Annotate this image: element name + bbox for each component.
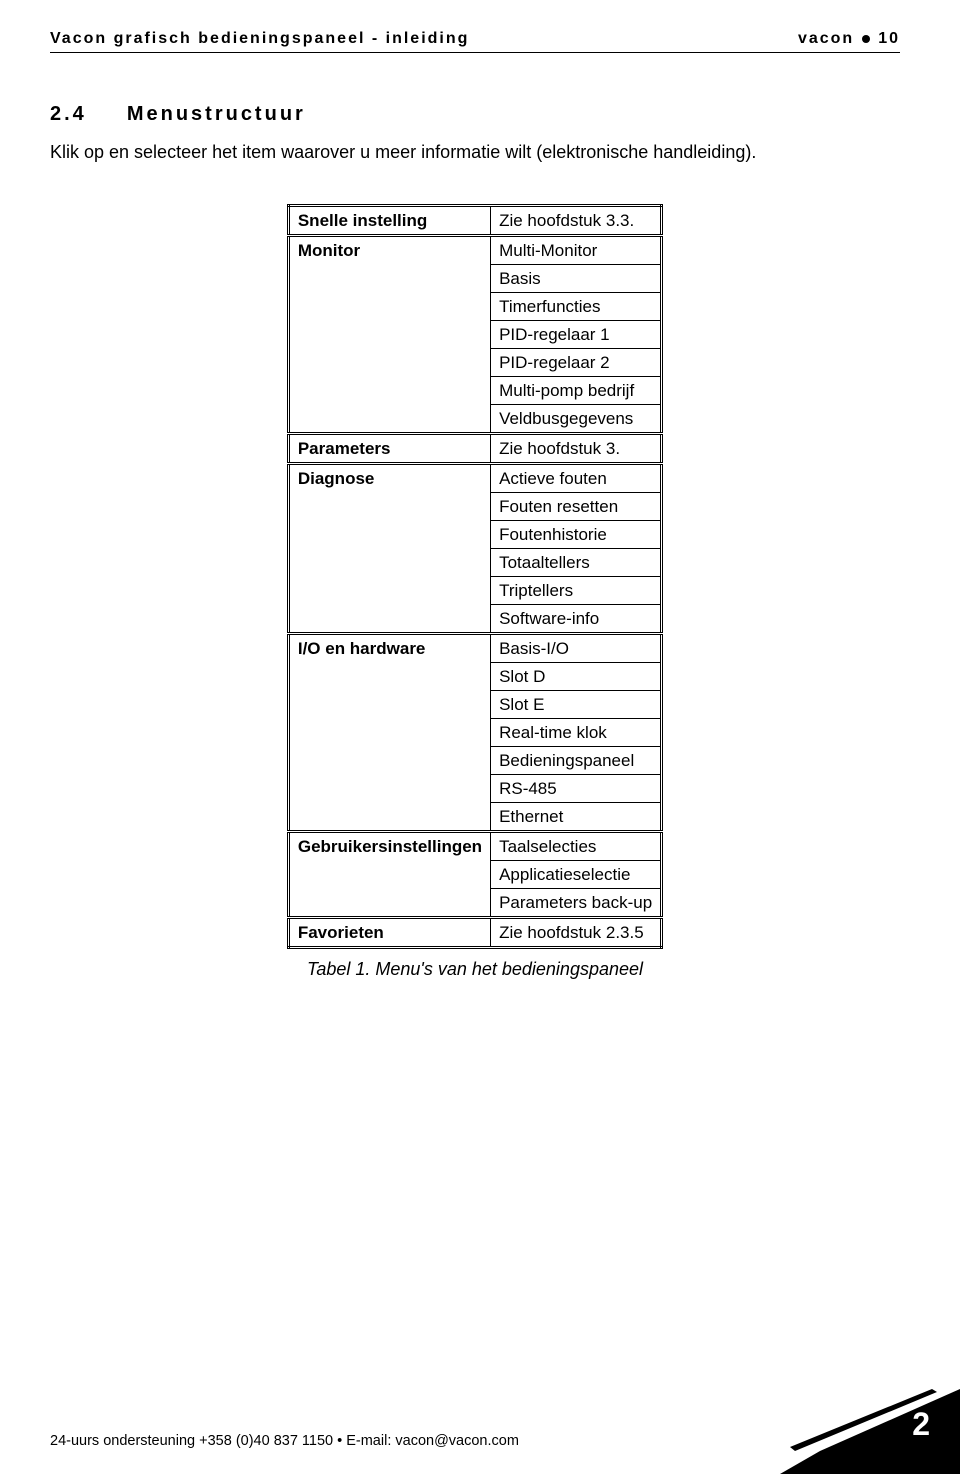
section-number: 2.4 [50, 103, 87, 126]
table-group-label: Snelle instelling [288, 206, 490, 236]
table-item[interactable]: Multi-pomp bedrijf [491, 377, 662, 405]
table-item[interactable]: Ethernet [491, 803, 662, 832]
table-item[interactable]: Taalselecties [491, 832, 662, 861]
section-heading: 2.4 Menustructuur [50, 103, 900, 126]
page-footer: 24-uurs ondersteuning +358 (0)40 837 115… [50, 1433, 960, 1449]
footer-decoration-icon [780, 1389, 960, 1474]
table-group-label: Monitor [288, 236, 490, 434]
table-item[interactable]: Actieve fouten [491, 464, 662, 493]
table-item[interactable]: Basis-I/O [491, 634, 662, 663]
menu-structure-table: Snelle instellingZie hoofdstuk 3.3.Monit… [287, 204, 663, 949]
bullet-icon [862, 35, 870, 43]
table-group-label: Diagnose [288, 464, 490, 634]
table-item[interactable]: Bedieningspaneel [491, 747, 662, 775]
table-item[interactable]: Parameters back-up [491, 889, 662, 918]
table-item[interactable]: Applicatieselectie [491, 861, 662, 889]
table-item[interactable]: Slot D [491, 663, 662, 691]
table-item[interactable]: Zie hoofdstuk 3.3. [491, 206, 662, 236]
table-item[interactable]: Foutenhistorie [491, 521, 662, 549]
table-group-label: Parameters [288, 434, 490, 464]
section-intro: Klik op en selecteer het item waarover u… [50, 140, 900, 164]
header-right: vacon 10 [798, 30, 900, 48]
table-item[interactable]: Veldbusgegevens [491, 405, 662, 434]
table-item[interactable]: Software-info [491, 605, 662, 634]
header-left-text: Vacon grafisch bedieningspaneel - inleid… [50, 30, 469, 48]
page-header: Vacon grafisch bedieningspaneel - inleid… [50, 30, 900, 53]
table-item[interactable]: Real-time klok [491, 719, 662, 747]
table-item[interactable]: Slot E [491, 691, 662, 719]
table-item[interactable]: Timerfuncties [491, 293, 662, 321]
page-number: 2 [912, 1406, 932, 1443]
section-title: Menustructuur [127, 103, 306, 126]
header-page-ref: 10 [878, 30, 900, 48]
table-item[interactable]: Multi-Monitor [491, 236, 662, 265]
table-group-label: Favorieten [288, 918, 490, 948]
table-group-label: Gebruikersinstellingen [288, 832, 490, 918]
table-item[interactable]: PID-regelaar 1 [491, 321, 662, 349]
table-item[interactable]: Basis [491, 265, 662, 293]
header-brand: vacon [798, 30, 854, 48]
table-item[interactable]: Fouten resetten [491, 493, 662, 521]
table-item[interactable]: Zie hoofdstuk 2.3.5 [491, 918, 662, 948]
table-item[interactable]: Triptellers [491, 577, 662, 605]
table-caption: Tabel 1. Menu's van het bedieningspaneel [287, 959, 663, 980]
table-item[interactable]: Totaaltellers [491, 549, 662, 577]
table-item[interactable]: PID-regelaar 2 [491, 349, 662, 377]
table-group-label: I/O en hardware [288, 634, 490, 832]
table-item[interactable]: RS-485 [491, 775, 662, 803]
table-item[interactable]: Zie hoofdstuk 3. [491, 434, 662, 464]
